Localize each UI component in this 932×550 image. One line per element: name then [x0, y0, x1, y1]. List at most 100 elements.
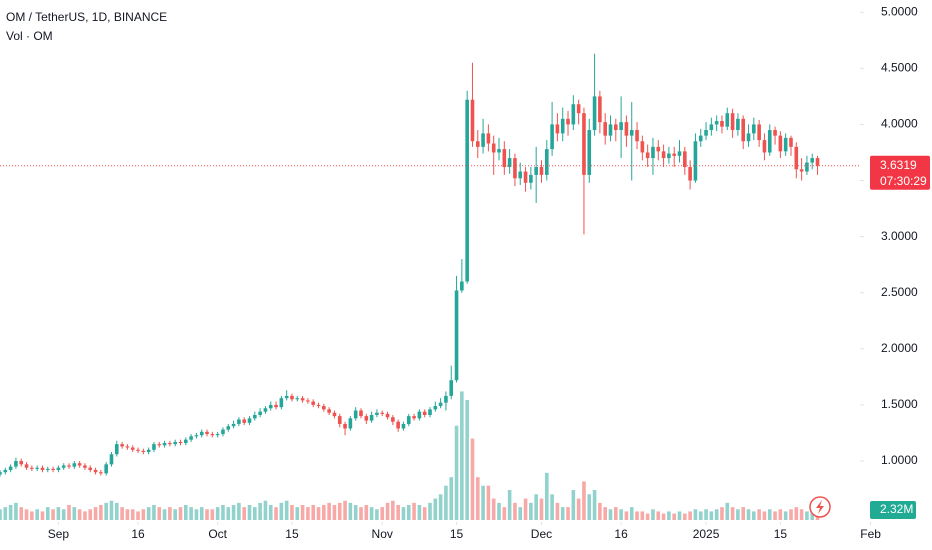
- volume-bar: [757, 509, 761, 520]
- candle-body: [210, 434, 215, 436]
- candle-body: [173, 441, 177, 445]
- candle-body: [762, 140, 767, 153]
- candle-body: [645, 152, 650, 159]
- candle-body: [672, 153, 677, 156]
- volume-bar: [693, 509, 698, 520]
- volume-bar: [284, 500, 289, 520]
- candle-body: [560, 118, 565, 134]
- volume-bar: [56, 507, 61, 520]
- candle-body: [332, 412, 337, 417]
- candle-body: [491, 143, 496, 153]
- volume-bar: [789, 509, 793, 520]
- volume-bar: [406, 505, 411, 520]
- candle-body: [444, 395, 448, 403]
- candle-body: [253, 414, 257, 419]
- volume-bar: [189, 507, 193, 520]
- candle-body: [640, 141, 645, 153]
- volume-bar: [141, 509, 146, 520]
- volume-bar: [88, 509, 93, 520]
- candle-body: [412, 416, 416, 419]
- candle-body: [550, 124, 554, 150]
- volume-bar: [767, 509, 772, 520]
- volume-bar: [162, 509, 167, 520]
- volume-bar: [369, 507, 374, 520]
- volume-bar: [237, 502, 241, 520]
- replay-icon[interactable]: [809, 496, 831, 518]
- candle-body: [99, 472, 103, 474]
- volume-bar: [385, 502, 390, 520]
- y-tick-label: 3.0000: [881, 229, 918, 243]
- volume-bar: [491, 498, 496, 520]
- volume-bar: [215, 507, 220, 520]
- volume-bar: [0, 509, 2, 520]
- candle-body: [704, 130, 708, 136]
- candle-body: [152, 444, 156, 450]
- candle-body: [518, 171, 523, 179]
- volume-bar: [635, 511, 639, 520]
- candle-body: [523, 171, 528, 183]
- volume-bar: [99, 505, 103, 520]
- candle-body: [109, 454, 114, 465]
- volume-bar: [242, 507, 247, 520]
- x-tick-label: Sep: [48, 527, 70, 541]
- y-tick-label: 4.5000: [881, 60, 918, 74]
- candle-body: [35, 467, 39, 469]
- volume-bar: [629, 507, 634, 520]
- chart-title: OM / TetherUS, 1D, BINANCE: [6, 10, 167, 24]
- candle-body: [571, 104, 576, 125]
- volume-bar: [730, 507, 735, 520]
- volume-bar: [497, 502, 501, 520]
- volume-bar: [725, 502, 730, 520]
- candle-body: [125, 446, 130, 448]
- candle-body: [497, 149, 501, 153]
- candle-body: [507, 158, 512, 168]
- candle-body: [205, 431, 209, 435]
- volume-bar: [613, 507, 618, 520]
- candle-body: [40, 467, 45, 470]
- volume-bar: [168, 507, 172, 520]
- candle-body: [688, 167, 692, 181]
- chart-subtitle: Vol · OM: [6, 29, 53, 43]
- volume-bar: [24, 509, 29, 520]
- volume-layer: [0, 391, 820, 520]
- volume-bar: [783, 511, 788, 520]
- candle-body: [720, 121, 724, 127]
- x-tick-label: Dec: [531, 527, 552, 541]
- volume-bar: [428, 502, 432, 520]
- volume-bar: [486, 485, 491, 520]
- volume-bar: [683, 513, 687, 520]
- volume-bar: [353, 505, 358, 520]
- volume-bar: [348, 502, 353, 520]
- candle-body: [380, 412, 385, 414]
- y-tick-label: 2.0000: [881, 341, 918, 355]
- candle-body: [242, 419, 247, 423]
- volume-bar: [364, 505, 369, 520]
- candle-body: [576, 104, 581, 114]
- volume-bar: [640, 511, 645, 520]
- volume-bar: [481, 485, 485, 520]
- volume-label-box: [870, 501, 916, 519]
- candle-body: [725, 113, 730, 127]
- volume-bar: [661, 513, 666, 520]
- candle-body: [8, 466, 13, 470]
- candle-body: [146, 449, 151, 453]
- candle-body: [316, 404, 321, 407]
- volume-bar: [61, 509, 66, 520]
- candle-body: [258, 411, 262, 415]
- volume-bar: [555, 502, 560, 520]
- candle-body: [284, 395, 289, 399]
- volume-bar: [51, 509, 55, 520]
- candle-body: [741, 118, 746, 142]
- candle-body: [3, 469, 8, 473]
- volume-bar: [391, 500, 395, 520]
- volume-bar: [454, 425, 459, 520]
- candle-body: [72, 463, 77, 467]
- candle-body: [566, 118, 570, 125]
- candle-body: [757, 124, 761, 141]
- volume-bar: [343, 500, 347, 520]
- candle-body: [401, 423, 406, 429]
- candle-body: [0, 472, 2, 475]
- volume-bar: [762, 511, 767, 520]
- volume-bar: [130, 509, 135, 520]
- candle-body: [215, 434, 220, 436]
